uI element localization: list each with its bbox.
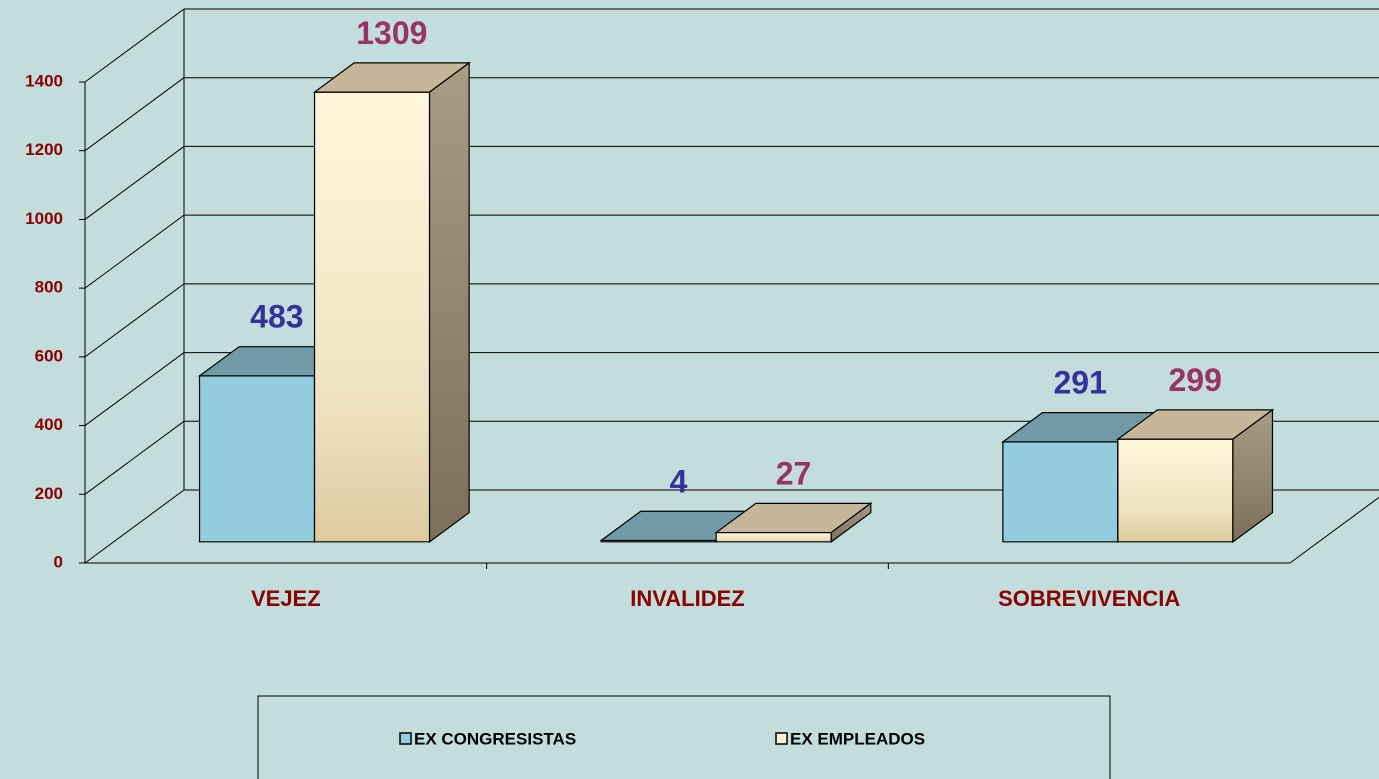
y-tick-label: 600 — [35, 346, 63, 365]
value-label: 4 — [670, 463, 688, 499]
bar-front — [1117, 438, 1234, 543]
value-label: 299 — [1168, 362, 1221, 398]
grid-line — [84, 146, 185, 220]
legend-swatch — [775, 732, 788, 745]
y-tick-label: 1000 — [25, 209, 63, 228]
bar-side — [830, 502, 872, 544]
bar-front — [198, 375, 316, 543]
bar-side — [1232, 408, 1274, 544]
y-tick-label: 0 — [54, 552, 63, 571]
legend-label: EX CONGRESISTAS — [414, 729, 576, 748]
legend-label: EX EMPLEADOS — [790, 729, 925, 748]
value-label: 483 — [250, 299, 303, 335]
bar-front — [1002, 441, 1119, 543]
grid-line — [84, 283, 185, 358]
value-label: 291 — [1053, 365, 1106, 401]
grid-line — [84, 77, 185, 152]
x-tick-label: INVALIDEZ — [630, 586, 744, 611]
x-tick-label: SOBREVIVENCIA — [998, 586, 1180, 611]
legend-swatch — [399, 732, 412, 745]
grid-line — [84, 8, 185, 83]
grid-line — [84, 352, 185, 426]
y-tick-label: 200 — [35, 484, 63, 503]
y-tick-label: 1200 — [25, 140, 63, 159]
legend-box — [257, 695, 1111, 779]
grid-line — [84, 420, 185, 495]
y-tick-label: 800 — [35, 278, 63, 297]
y-tick-label: 1400 — [25, 71, 63, 90]
bar-side — [428, 61, 470, 544]
bar-front — [715, 531, 832, 543]
grid-line — [84, 489, 185, 564]
grid-line — [84, 214, 185, 289]
x-tick-label: VEJEZ — [251, 586, 321, 611]
floor-right — [1289, 496, 1379, 564]
y-tick-label: 400 — [35, 415, 63, 434]
value-label: 27 — [776, 455, 812, 491]
bar-front — [313, 91, 431, 543]
value-label: 1309 — [356, 15, 427, 51]
